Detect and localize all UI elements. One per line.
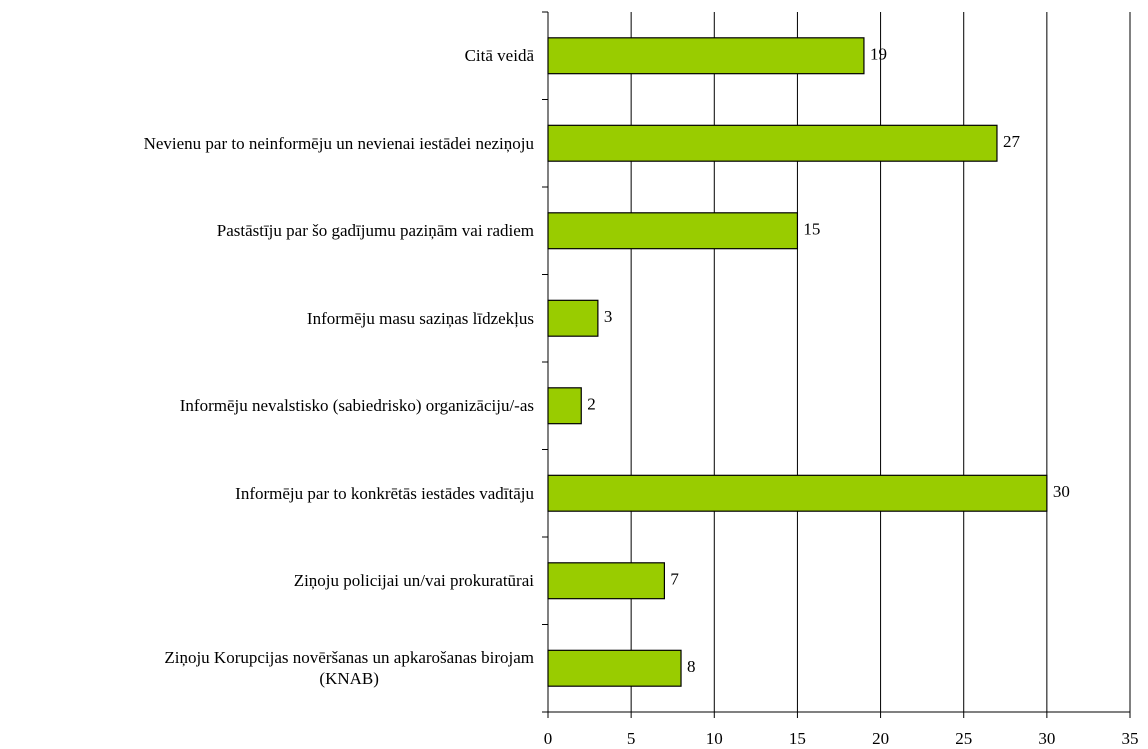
value-label: 19: [870, 45, 887, 64]
value-label: 7: [670, 570, 679, 589]
y-tick-label: Informēju nevalstisko (sabiedrisko) orga…: [180, 362, 534, 450]
y-tick-label: Nevienu par to neinformēju un nevienai i…: [144, 100, 534, 188]
value-label: 8: [687, 657, 696, 676]
bar: [547, 37, 865, 75]
y-tick-label: Citā veidā: [465, 12, 534, 100]
category-label: Ziņoju Korupcijas novēršanas un apkaroša…: [164, 648, 534, 689]
y-tick-label: Ziņoju policijai un/vai prokuratūrai: [294, 537, 534, 625]
x-tick-label: 0: [544, 729, 553, 748]
value-label: 30: [1053, 482, 1070, 501]
value-label: 27: [1003, 132, 1021, 151]
bar: [547, 562, 666, 600]
value-label: 3: [604, 307, 613, 326]
x-tick-label: 35: [1122, 729, 1139, 748]
bar: [547, 387, 582, 425]
value-label: 2: [587, 395, 596, 414]
category-label: Ziņoju policijai un/vai prokuratūrai: [293, 571, 534, 591]
category-label: Citā veidā: [464, 46, 534, 66]
category-label: Pastāstīju par šo gadījumu paziņām vai r…: [216, 221, 534, 241]
bar: [547, 124, 998, 162]
x-tick-label: 5: [627, 729, 636, 748]
y-tick-label: Informēju masu saziņas līdzekļus: [307, 275, 534, 363]
category-label: Informēju masu saziņas līdzekļus: [306, 308, 534, 328]
bar: [547, 649, 682, 687]
category-label: Informēju nevalstisko (sabiedrisko) orga…: [179, 396, 534, 416]
x-tick-label: 30: [1038, 729, 1055, 748]
x-tick-label: 20: [872, 729, 889, 748]
x-tick-label: 10: [706, 729, 723, 748]
y-tick-label: Informēju par to konkrētās iestādes vadī…: [235, 450, 534, 538]
y-tick-label: Pastāstīju par šo gadījumu paziņām vai r…: [217, 187, 534, 275]
bar: [547, 212, 799, 250]
category-label: Informēju par to konkrētās iestādes vadī…: [235, 483, 534, 503]
x-tick-label: 15: [789, 729, 806, 748]
bar: [547, 299, 599, 337]
value-label: 15: [803, 220, 820, 239]
category-label: Nevienu par to neinformēju un nevienai i…: [143, 133, 534, 153]
bar: [547, 474, 1048, 512]
x-tick-label: 25: [955, 729, 972, 748]
y-tick-label: Ziņoju Korupcijas novēršanas un apkaroša…: [164, 625, 534, 713]
